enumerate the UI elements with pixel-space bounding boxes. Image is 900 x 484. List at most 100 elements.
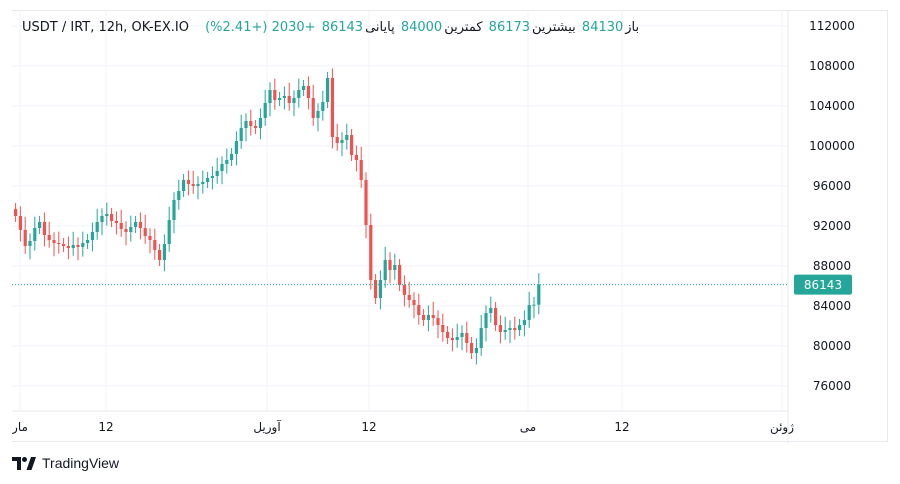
- candle-body[interactable]: [378, 280, 382, 298]
- candle-body[interactable]: [66, 246, 70, 248]
- candle-body[interactable]: [340, 140, 344, 143]
- candle-body[interactable]: [81, 243, 85, 247]
- candle-body[interactable]: [158, 250, 162, 260]
- candle-body[interactable]: [273, 90, 277, 100]
- candle-body[interactable]: [518, 325, 522, 330]
- candle-body[interactable]: [220, 164, 224, 171]
- candle-body[interactable]: [508, 328, 512, 330]
- candle-body[interactable]: [23, 230, 27, 246]
- candle-body[interactable]: [350, 135, 354, 155]
- candle-body[interactable]: [417, 305, 421, 315]
- candle-body[interactable]: [494, 308, 498, 325]
- candle-body[interactable]: [422, 315, 426, 320]
- candle-body[interactable]: [326, 78, 330, 102]
- candle-body[interactable]: [282, 96, 286, 98]
- candle-body[interactable]: [254, 126, 258, 128]
- candle-body[interactable]: [33, 228, 37, 241]
- candlestick-chart[interactable]: 76000 80000 84000 88000 92000 96000 100000 1040…: [12, 11, 888, 443]
- candle-body[interactable]: [196, 184, 200, 186]
- candle-body[interactable]: [52, 240, 56, 243]
- candle-body[interactable]: [57, 243, 61, 244]
- candle-body[interactable]: [206, 178, 210, 182]
- candle-body[interactable]: [186, 180, 190, 184]
- candle-body[interactable]: [249, 121, 253, 126]
- candle-body[interactable]: [76, 245, 80, 247]
- candle-body[interactable]: [407, 295, 411, 300]
- candle-body[interactable]: [537, 284, 541, 305]
- candle-body[interactable]: [364, 180, 368, 225]
- candle-body[interactable]: [321, 102, 325, 111]
- candle-body[interactable]: [532, 304, 536, 306]
- candle-body[interactable]: [470, 343, 474, 353]
- candle-body[interactable]: [191, 184, 195, 186]
- candle-body[interactable]: [95, 222, 99, 232]
- candle-body[interactable]: [153, 240, 157, 250]
- chart-frame[interactable]: 76000 80000 84000 88000 92000 96000 100000 1040…: [12, 10, 888, 443]
- candle-body[interactable]: [86, 240, 90, 243]
- candle-body[interactable]: [124, 229, 128, 232]
- candle-body[interactable]: [498, 325, 502, 332]
- candle-body[interactable]: [38, 222, 42, 228]
- candle-body[interactable]: [455, 337, 459, 340]
- candle-body[interactable]: [393, 265, 397, 270]
- candle-body[interactable]: [62, 244, 66, 246]
- candle-body[interactable]: [316, 111, 320, 118]
- candle-body[interactable]: [489, 308, 493, 313]
- candle-body[interactable]: [28, 241, 32, 246]
- candle-body[interactable]: [210, 176, 214, 178]
- candle-body[interactable]: [311, 98, 315, 118]
- candle-body[interactable]: [225, 160, 229, 164]
- candle-body[interactable]: [527, 305, 531, 320]
- candle-body[interactable]: [201, 182, 205, 184]
- candle-body[interactable]: [234, 141, 238, 154]
- candle-body[interactable]: [162, 244, 166, 260]
- candle-body[interactable]: [431, 315, 435, 318]
- candle-body[interactable]: [215, 171, 219, 176]
- candle-body[interactable]: [138, 222, 142, 228]
- candle-body[interactable]: [335, 137, 339, 143]
- candle-body[interactable]: [239, 128, 243, 141]
- candle-body[interactable]: [297, 90, 301, 98]
- candle-body[interactable]: [383, 260, 387, 280]
- candle-body[interactable]: [244, 121, 248, 128]
- candle-body[interactable]: [402, 285, 406, 295]
- candle-body[interactable]: [167, 220, 171, 244]
- candle-body[interactable]: [354, 155, 358, 160]
- candle-body[interactable]: [474, 348, 478, 353]
- candle-body[interactable]: [177, 191, 181, 200]
- candle-body[interactable]: [522, 320, 526, 325]
- candle-body[interactable]: [426, 315, 430, 320]
- candle-body[interactable]: [287, 96, 291, 103]
- candle-body[interactable]: [345, 135, 349, 140]
- candle-body[interactable]: [369, 225, 373, 280]
- candle-body[interactable]: [119, 223, 123, 229]
- candle-body[interactable]: [182, 180, 186, 191]
- candle-body[interactable]: [465, 333, 469, 343]
- candle-body[interactable]: [359, 160, 363, 180]
- candle-body[interactable]: [374, 280, 378, 298]
- candle-body[interactable]: [446, 332, 450, 338]
- tradingview-logo[interactable]: TradingView: [12, 455, 119, 471]
- candle-body[interactable]: [100, 216, 104, 222]
- candle-body[interactable]: [148, 236, 152, 240]
- candle-body[interactable]: [306, 86, 310, 98]
- candle-body[interactable]: [42, 222, 46, 235]
- candle-body[interactable]: [503, 330, 507, 332]
- candle-body[interactable]: [230, 154, 234, 160]
- candle-body[interactable]: [18, 216, 22, 230]
- candle-body[interactable]: [47, 235, 51, 240]
- candle-body[interactable]: [263, 103, 267, 118]
- candle-body[interactable]: [398, 265, 402, 285]
- candle-body[interactable]: [71, 245, 75, 248]
- candle-body[interactable]: [450, 338, 454, 340]
- candle-body[interactable]: [14, 209, 18, 216]
- candle-body[interactable]: [134, 222, 138, 227]
- candle-body[interactable]: [105, 214, 109, 216]
- candle-body[interactable]: [479, 328, 483, 348]
- candle-body[interactable]: [278, 98, 282, 100]
- candle-body[interactable]: [172, 200, 176, 220]
- candle-body[interactable]: [129, 227, 133, 232]
- candle-body[interactable]: [441, 325, 445, 332]
- candle-body[interactable]: [412, 300, 416, 305]
- candle-body[interactable]: [90, 232, 94, 240]
